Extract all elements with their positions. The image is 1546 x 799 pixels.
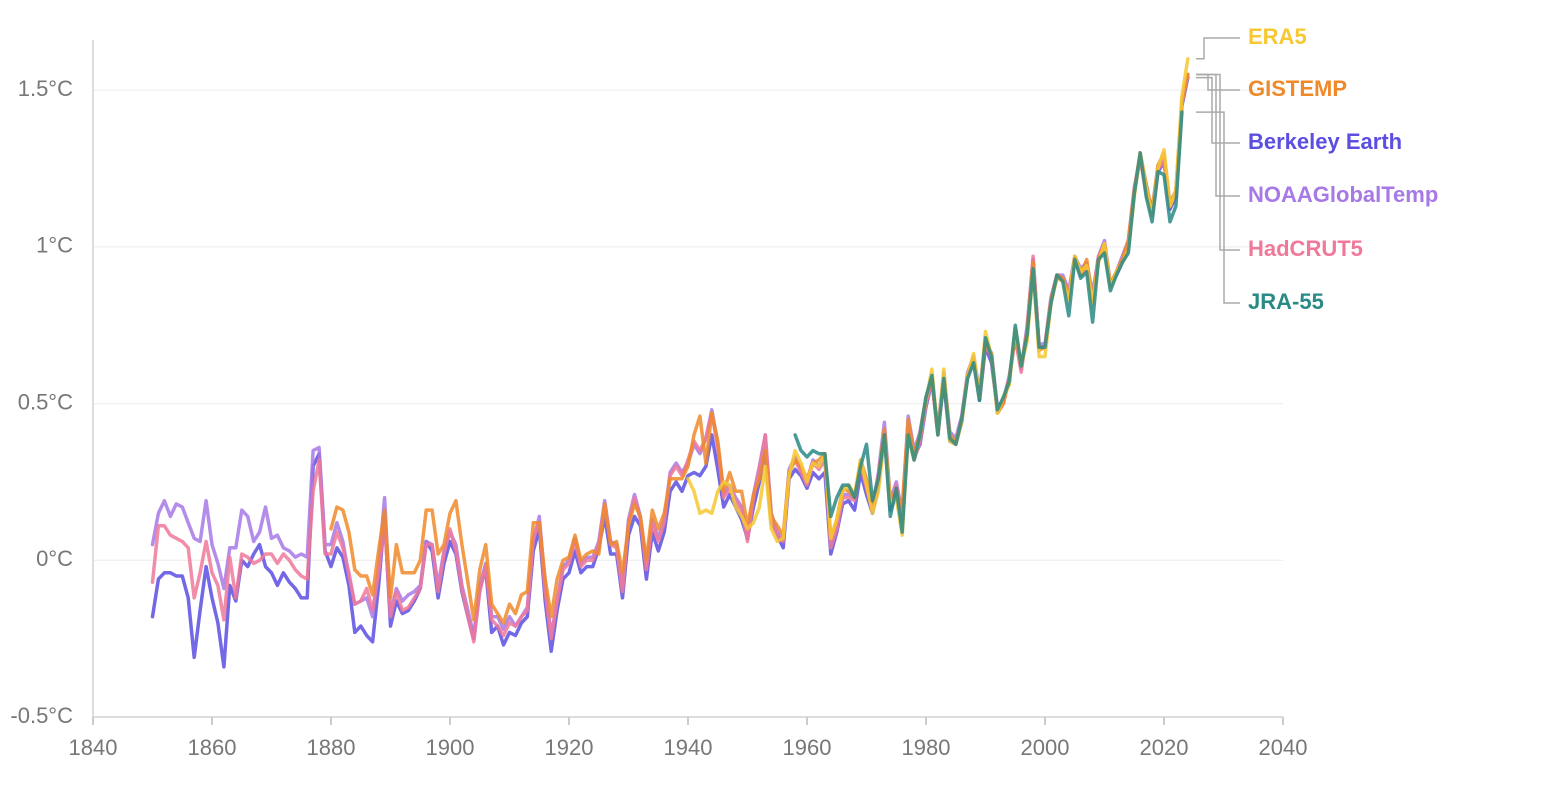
y-tick-label: 1.5°C (18, 76, 73, 101)
legend-label: HadCRUT5 (1248, 236, 1363, 261)
legend-connector (1196, 76, 1240, 144)
x-tick-label: 1880 (307, 735, 356, 760)
x-tick-label: 2000 (1021, 735, 1070, 760)
legend-connector (1196, 73, 1240, 197)
legend-label: JRA-55 (1248, 289, 1324, 314)
x-tick-label: 1860 (188, 735, 237, 760)
legend-connector (1196, 73, 1240, 91)
series-line (329, 72, 1190, 625)
series-line (793, 110, 1184, 534)
legend-label: NOAAGlobalTemp (1248, 182, 1438, 207)
series-line (150, 72, 1190, 644)
legend-label: Berkeley Earth (1248, 129, 1402, 154)
y-tick-label: 0°C (36, 546, 73, 571)
x-tick-label: 1840 (69, 735, 118, 760)
legend-label: GISTEMP (1248, 76, 1347, 101)
x-tick-label: 1920 (545, 735, 594, 760)
y-tick-label: 1°C (36, 233, 73, 258)
y-tick-label: 0.5°C (18, 389, 73, 414)
x-tick-label: 1960 (783, 735, 832, 760)
legend-label: ERA5 (1248, 24, 1307, 49)
x-tick-label: 2040 (1259, 735, 1308, 760)
legend-connector (1196, 37, 1240, 60)
legend-connector (1196, 111, 1240, 304)
x-tick-label: 2020 (1140, 735, 1189, 760)
y-tick-label: -0.5°C (10, 703, 73, 728)
x-tick-label: 1900 (426, 735, 475, 760)
x-tick-label: 1980 (902, 735, 951, 760)
x-tick-label: 1940 (664, 735, 713, 760)
legend-connector (1196, 73, 1240, 251)
